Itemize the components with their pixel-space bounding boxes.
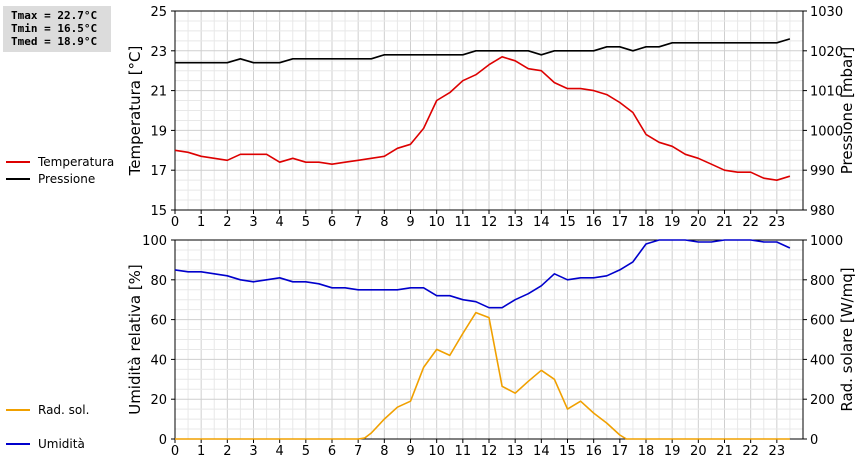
top-xtick-label: 9 [406,215,414,230]
bottom-ytick-label: 100 [142,234,167,249]
bottom-xtick-label: 3 [249,444,257,459]
bottom-y2tick-label: 0 [810,433,818,448]
top-xtick-label: 6 [328,215,336,230]
tmin-stat: Tmin = 16.5°C [11,22,98,35]
top-xtick-label: 17 [612,215,629,230]
top-xtick-label: 3 [249,215,257,230]
bottom-series-rad-sol- [175,311,790,440]
top-xtick-label: 21 [716,215,733,230]
bottom-xtick-label: 19 [664,444,681,459]
top-ytick-label: 19 [150,124,167,139]
bottom-y2label: Rad. solare [W/mq] [838,267,856,411]
top-y2tick-label: 1020 [810,45,843,60]
top-ytick-label: 15 [150,204,167,219]
top-xtick-label: 1 [197,215,205,230]
top-ytick-label: 25 [150,5,167,20]
bottom-ytick-label: 80 [150,274,167,289]
top-xtick-label: 16 [585,215,602,230]
bottom-xtick-label: 4 [276,444,284,459]
legend-label-temperatura: Temperatura [38,155,115,169]
bottom-xtick-label: 16 [585,444,602,459]
top-xtick-label: 2 [223,215,231,230]
legend-item-rad-sol: Rad. sol. [6,402,89,418]
bottom-xtick-label: 12 [481,444,498,459]
top-ytick-label: 21 [150,85,167,100]
bottom-ytick-label: 40 [150,353,167,368]
top-xtick-label: 8 [380,215,388,230]
bottom-xtick-label: 8 [380,444,388,459]
bottom-xtick-label: 2 [223,444,231,459]
bottom-ytick-label: 60 [150,314,167,329]
stats-box: Tmax = 22.7°C Tmin = 16.5°C Tmed = 18.9°… [3,6,111,52]
legend-label-rad-sol: Rad. sol. [38,403,90,417]
bottom-xtick-label: 13 [507,444,524,459]
top-y2tick-label: 1000 [810,124,843,139]
bottom-xtick-label: 22 [742,444,759,459]
bottom-y2tick-label: 800 [810,274,835,289]
bottom-xtick-label: 9 [406,444,414,459]
legend-item-temperatura: Temperatura [6,154,114,170]
top-xtick-label: 4 [276,215,284,230]
bottom-xtick-label: 0 [171,444,179,459]
top-y2tick-label: 1010 [810,85,843,100]
top-xtick-label: 12 [481,215,498,230]
legend-swatch-pressione [6,178,30,180]
legend-swatch-umidita [6,443,30,445]
legend-swatch-temperatura [6,161,30,163]
top-xtick-label: 7 [354,215,362,230]
bottom-ylabel: Umidità relativa [%] [126,264,144,415]
top-ytick-label: 23 [150,45,167,60]
top-xtick-label: 0 [171,215,179,230]
top-xtick-label: 10 [428,215,445,230]
top-xtick-label: 18 [638,215,655,230]
bottom-xtick-label: 21 [716,444,733,459]
bottom-y2tick-label: 600 [810,314,835,329]
top-xtick-label: 22 [742,215,759,230]
top-xtick-label: 14 [533,215,550,230]
bottom-xtick-label: 18 [638,444,655,459]
top-xtick-label: 11 [455,215,472,230]
top-xtick-label: 23 [769,215,786,230]
top-y2tick-label: 990 [810,164,835,179]
top-y2label: Pressione [mbar] [838,47,856,175]
bottom-y2tick-label: 200 [810,393,835,408]
bottom-xtick-label: 20 [690,444,707,459]
bottom-xtick-label: 6 [328,444,336,459]
top-xtick-label: 13 [507,215,524,230]
bottom-y2tick-label: 400 [810,353,835,368]
bottom-ytick-label: 0 [159,433,167,448]
bottom-series-umidit- [174,239,791,309]
legend-item-umidita: Umidità [6,436,85,452]
legend-item-pressione: Pressione [6,171,95,187]
top-xtick-label: 20 [690,215,707,230]
bottom-y2tick-label: 1000 [810,234,843,249]
legend-label-pressione: Pressione [38,172,96,186]
bottom-xtick-label: 7 [354,444,362,459]
top-series-temperatura [174,55,791,181]
top-xtick-label: 5 [302,215,310,230]
top-ylabel: Temperatura [°C] [126,46,144,177]
top-xtick-label: 15 [559,215,576,230]
top-y2tick-label: 1030 [810,5,843,20]
bottom-xtick-label: 17 [612,444,629,459]
top-xtick-label: 19 [664,215,681,230]
tmax-stat: Tmax = 22.7°C [11,9,98,22]
tmed-stat: Tmed = 18.9°C [11,35,98,48]
legend-swatch-rad-sol [6,409,30,411]
bottom-xtick-label: 14 [533,444,550,459]
legend-label-umidita: Umidità [38,437,85,451]
bottom-xtick-label: 10 [428,444,445,459]
bottom-ytick-label: 20 [150,393,167,408]
bottom-xtick-label: 11 [455,444,472,459]
top-ytick-label: 17 [150,164,167,179]
bottom-xtick-label: 1 [197,444,205,459]
top-series-pressione [175,38,791,64]
bottom-xtick-label: 5 [302,444,310,459]
top-y2tick-label: 980 [810,204,835,219]
bottom-xtick-label: 15 [559,444,576,459]
bottom-xtick-label: 23 [769,444,786,459]
